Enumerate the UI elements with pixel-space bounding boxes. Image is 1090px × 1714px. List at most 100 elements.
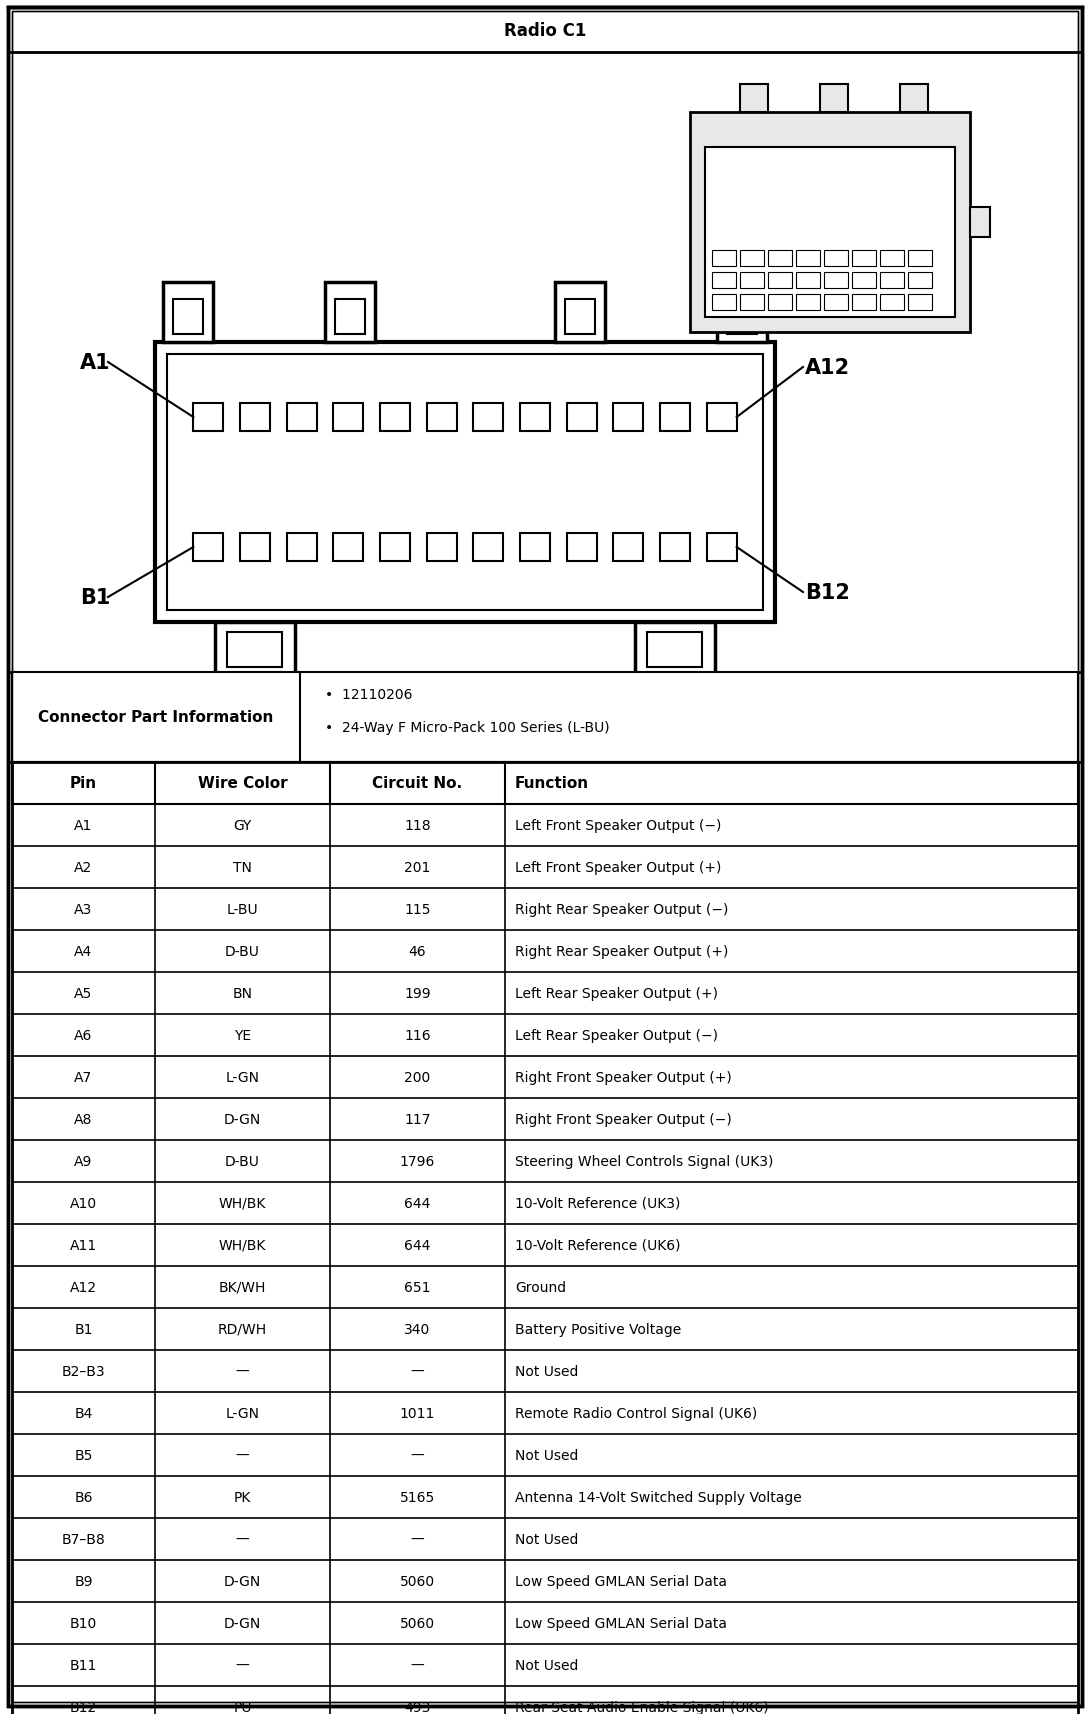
Bar (705, 147, 955, 317)
Text: A11: A11 (70, 1238, 97, 1253)
Text: A7: A7 (74, 1070, 93, 1085)
Text: 644: 644 (404, 1238, 431, 1253)
Text: Connector Part Information: Connector Part Information (38, 710, 274, 725)
Bar (635, 622, 715, 677)
Text: PK: PK (234, 1489, 251, 1505)
Bar (227, 632, 282, 668)
Bar (520, 405, 550, 432)
Text: 1796: 1796 (400, 1154, 435, 1169)
Text: A12: A12 (70, 1280, 97, 1294)
Text: GY: GY (233, 819, 252, 833)
Text: —: — (411, 1657, 424, 1673)
Text: 117: 117 (404, 1112, 431, 1126)
Bar (908, 295, 932, 310)
Text: A10: A10 (70, 1196, 97, 1210)
Bar (334, 533, 363, 562)
Text: 116: 116 (404, 1028, 431, 1042)
Text: —: — (411, 1448, 424, 1462)
Text: Battery Positive Voltage: Battery Positive Voltage (514, 1321, 681, 1337)
Text: B11: B11 (70, 1657, 97, 1673)
Bar (380, 405, 410, 432)
Bar (880, 250, 904, 267)
Bar (706, 405, 737, 432)
Text: A4: A4 (74, 944, 93, 958)
Text: •  24-Way F Micro-Pack 100 Series (L-BU): • 24-Way F Micro-Pack 100 Series (L-BU) (325, 720, 609, 735)
Text: —: — (235, 1364, 250, 1378)
Text: WH/BK: WH/BK (219, 1196, 266, 1210)
Bar (880, 273, 904, 290)
Bar (12, 763, 1078, 1714)
Text: Not Used: Not Used (514, 1364, 579, 1378)
Bar (768, 295, 792, 310)
Text: B12: B12 (70, 1700, 97, 1714)
Text: D-GN: D-GN (223, 1573, 262, 1589)
Text: A5: A5 (74, 987, 93, 1001)
Text: 10-Volt Reference (UK6): 10-Volt Reference (UK6) (514, 1238, 680, 1253)
Text: 200: 200 (404, 1070, 431, 1085)
Bar (473, 533, 504, 562)
Bar (647, 632, 702, 668)
Text: 1011: 1011 (400, 1405, 435, 1421)
Text: RD/WH: RD/WH (218, 1321, 267, 1337)
Bar (824, 273, 848, 290)
Bar (661, 405, 690, 432)
Text: Low Speed GMLAN Serial Data: Low Speed GMLAN Serial Data (514, 1616, 727, 1630)
Text: Right Front Speaker Output (−): Right Front Speaker Output (−) (514, 1112, 731, 1126)
Bar (880, 295, 904, 310)
Bar (727, 300, 756, 334)
Text: 5165: 5165 (400, 1489, 435, 1505)
Text: B5: B5 (74, 1448, 93, 1462)
Text: A1: A1 (80, 353, 110, 372)
Text: PU: PU (233, 1700, 252, 1714)
Text: 5060: 5060 (400, 1616, 435, 1630)
Bar (768, 250, 792, 267)
Text: —: — (235, 1532, 250, 1546)
Bar (768, 273, 792, 290)
Bar (520, 533, 550, 562)
Text: A9: A9 (74, 1154, 93, 1169)
Text: Right Rear Speaker Output (+): Right Rear Speaker Output (+) (514, 944, 728, 958)
Bar (740, 86, 768, 113)
Bar (240, 533, 270, 562)
Bar (970, 207, 990, 238)
Bar (555, 283, 605, 343)
Text: D-GN: D-GN (223, 1616, 262, 1630)
Bar (712, 250, 736, 267)
Text: Low Speed GMLAN Serial Data: Low Speed GMLAN Serial Data (514, 1573, 727, 1589)
Text: Wire Color: Wire Color (197, 776, 288, 792)
Text: 118: 118 (404, 819, 431, 833)
Text: Left Rear Speaker Output (+): Left Rear Speaker Output (+) (514, 987, 718, 1001)
Bar (12, 763, 1078, 804)
Text: •  12110206: • 12110206 (325, 687, 412, 701)
Bar (908, 273, 932, 290)
Text: Rear Seat Audio Enable Signal (UK6): Rear Seat Audio Enable Signal (UK6) (514, 1700, 768, 1714)
Bar (287, 533, 317, 562)
Bar (661, 533, 690, 562)
Text: —: — (411, 1532, 424, 1546)
Bar (740, 295, 764, 310)
Text: 5060: 5060 (400, 1573, 435, 1589)
Text: —: — (411, 1364, 424, 1378)
Bar (852, 250, 876, 267)
Text: Not Used: Not Used (514, 1657, 579, 1673)
Text: L-BU: L-BU (227, 903, 258, 917)
Bar (796, 250, 820, 267)
Text: 651: 651 (404, 1280, 431, 1294)
Text: Ground: Ground (514, 1280, 566, 1294)
Text: YE: YE (234, 1028, 251, 1042)
Bar (164, 283, 213, 343)
Bar (565, 300, 595, 334)
Text: Left Front Speaker Output (−): Left Front Speaker Output (−) (514, 819, 722, 833)
Text: Circuit No.: Circuit No. (373, 776, 462, 792)
Text: TN: TN (233, 860, 252, 874)
Text: Left Rear Speaker Output (−): Left Rear Speaker Output (−) (514, 1028, 718, 1042)
Text: Antenna 14-Volt Switched Supply Voltage: Antenna 14-Volt Switched Supply Voltage (514, 1489, 802, 1505)
Text: 340: 340 (404, 1321, 431, 1337)
Text: L-GN: L-GN (226, 1405, 259, 1421)
Text: Pin: Pin (70, 776, 97, 792)
Bar (180, 677, 750, 699)
Bar (908, 250, 932, 267)
Text: Left Front Speaker Output (+): Left Front Speaker Output (+) (514, 860, 722, 874)
Bar (240, 405, 270, 432)
Text: B4: B4 (74, 1405, 93, 1421)
